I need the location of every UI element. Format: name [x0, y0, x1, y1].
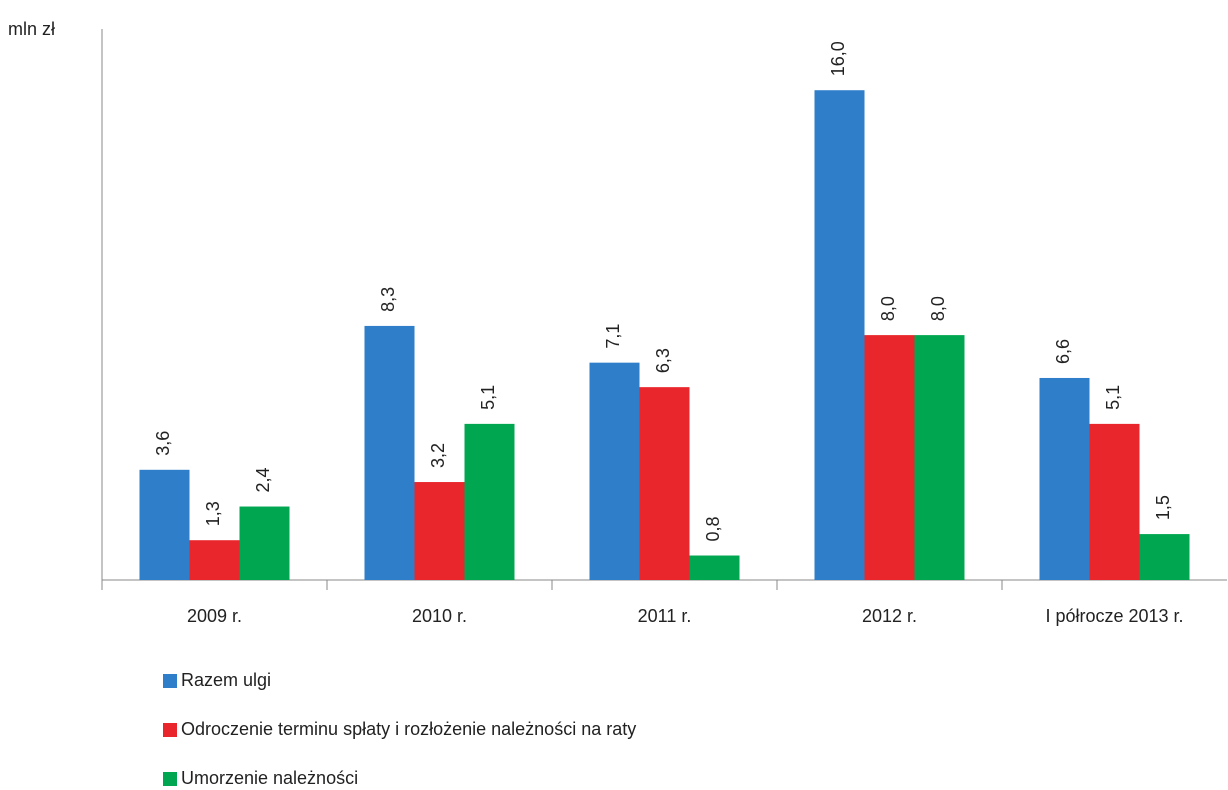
data-label: 6,6 [1053, 339, 1073, 364]
bar [139, 469, 190, 580]
bar [814, 90, 865, 580]
bar [414, 482, 465, 580]
x-tick-label: 2009 r. [187, 606, 242, 626]
x-tick-label: 2011 r. [638, 606, 692, 626]
bar [1089, 423, 1140, 580]
x-tick-label: 2012 r. [862, 606, 917, 626]
legend-swatch [163, 772, 177, 786]
y-axis-label: mln zł [8, 19, 55, 39]
data-label: 7,1 [603, 324, 623, 349]
bar [239, 506, 290, 580]
bar [364, 325, 415, 580]
bar [1039, 377, 1090, 580]
data-label: 0,8 [703, 516, 723, 541]
bar [589, 362, 640, 580]
data-label: 3,6 [153, 431, 173, 456]
data-label: 8,0 [928, 296, 948, 321]
legend-label: Odroczenie terminu spłaty i rozłożenie n… [181, 719, 636, 739]
data-label: 8,0 [878, 296, 898, 321]
bar [639, 387, 690, 580]
bar [914, 335, 965, 580]
data-label: 2,4 [253, 468, 273, 493]
data-label: 1,3 [203, 501, 223, 526]
x-tick-label: 2010 r. [412, 606, 467, 626]
data-label: 8,3 [378, 287, 398, 312]
x-tick-label: I półrocze 2013 r. [1045, 606, 1183, 626]
legend-swatch [163, 674, 177, 688]
data-label: 3,2 [428, 443, 448, 468]
data-label: 16,0 [828, 41, 848, 76]
bar [189, 540, 240, 580]
bar [1139, 534, 1190, 580]
legend-label: Umorzenie należności [181, 768, 358, 788]
bar [864, 335, 915, 580]
data-label: 1,5 [1153, 495, 1173, 520]
data-label: 6,3 [653, 348, 673, 373]
legend-label: Razem ulgi [181, 670, 271, 690]
bar [689, 555, 740, 580]
data-label: 5,1 [1103, 385, 1123, 410]
legend-swatch [163, 723, 177, 737]
bar [464, 423, 515, 580]
data-label: 5,1 [478, 385, 498, 410]
